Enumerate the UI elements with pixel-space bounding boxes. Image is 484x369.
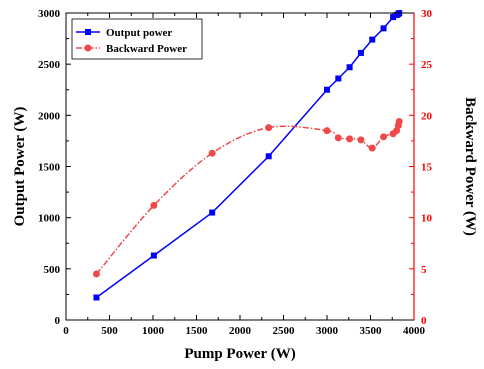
right-y-tick-label: 15 <box>421 162 433 174</box>
x-tick-label: 0 <box>63 325 69 337</box>
backward-power-point <box>265 124 273 132</box>
backward-power-point <box>208 149 216 157</box>
x-tick-label: 500 <box>101 325 118 337</box>
right-y-tick-label: 0 <box>421 315 427 327</box>
left-y-tick-label: 2500 <box>38 59 61 71</box>
x-axis-title: Pump Power (W) <box>184 346 295 362</box>
output-power-point <box>335 75 342 82</box>
legend-marker-output <box>85 29 91 35</box>
output-power-point <box>209 209 216 216</box>
backward-power-series <box>92 117 403 278</box>
left-y-tick-label: 3000 <box>38 8 61 20</box>
right-axis-title: Backward Power (W) <box>462 97 478 236</box>
left-y-tick-label: 1500 <box>38 162 61 174</box>
x-tick-label: 2500 <box>273 325 296 337</box>
right-y-tick-label: 30 <box>421 8 433 20</box>
backward-power-point <box>323 127 331 135</box>
left-y-tick-label: 1000 <box>38 213 61 225</box>
x-tick-label: 3500 <box>360 325 383 337</box>
output-power-point <box>380 25 387 32</box>
backward-power-point <box>150 201 158 209</box>
x-tick-label: 1000 <box>142 325 165 337</box>
x-tick-label: 3000 <box>316 325 339 337</box>
backward-power-line <box>95 121 400 275</box>
left-axis-ticks: 0 500 1000 1500 2000 2500 3000 <box>38 8 71 327</box>
output-power-point <box>265 153 272 160</box>
output-power-point <box>346 64 353 71</box>
right-y-tick-label: 25 <box>421 59 433 71</box>
x-tick-label: 2000 <box>229 325 252 337</box>
left-y-tick-label: 2000 <box>38 110 61 122</box>
legend-box <box>71 18 203 60</box>
backward-power-point <box>346 135 354 143</box>
legend-label-output: Output power <box>106 27 172 39</box>
backward-power-point <box>334 134 342 142</box>
output-power-point <box>324 86 330 93</box>
x-tick-label: 1500 <box>186 325 209 337</box>
left-axis-title: Output Power (W) <box>12 107 28 227</box>
x-axis-ticks: 0 500 1000 1500 2000 2500 3000 3500 4000 <box>63 13 426 337</box>
output-power-point <box>150 252 157 259</box>
backward-power-point <box>92 270 100 278</box>
legend-marker-backward <box>84 44 92 52</box>
backward-power-point <box>368 144 376 152</box>
backward-power-point <box>357 136 365 144</box>
legend: Output power Backward Power <box>71 18 203 60</box>
right-y-tick-label: 10 <box>421 213 433 225</box>
output-power-point <box>357 49 364 56</box>
right-y-tick-label: 20 <box>421 110 433 122</box>
backward-power-point <box>380 133 388 141</box>
backward-power-point <box>395 117 403 125</box>
output-power-series <box>93 10 403 301</box>
legend-label-backward: Backward Power <box>106 43 187 55</box>
left-y-tick-label: 0 <box>55 315 61 327</box>
output-power-point <box>93 294 100 301</box>
output-power-point <box>369 36 376 43</box>
output-power-point <box>390 14 397 21</box>
x-tick-label: 4000 <box>403 325 426 337</box>
left-y-tick-label: 500 <box>44 264 61 276</box>
right-axis-ticks: 0 5 10 15 20 25 30 <box>409 8 433 327</box>
right-y-tick-label: 5 <box>421 264 427 276</box>
